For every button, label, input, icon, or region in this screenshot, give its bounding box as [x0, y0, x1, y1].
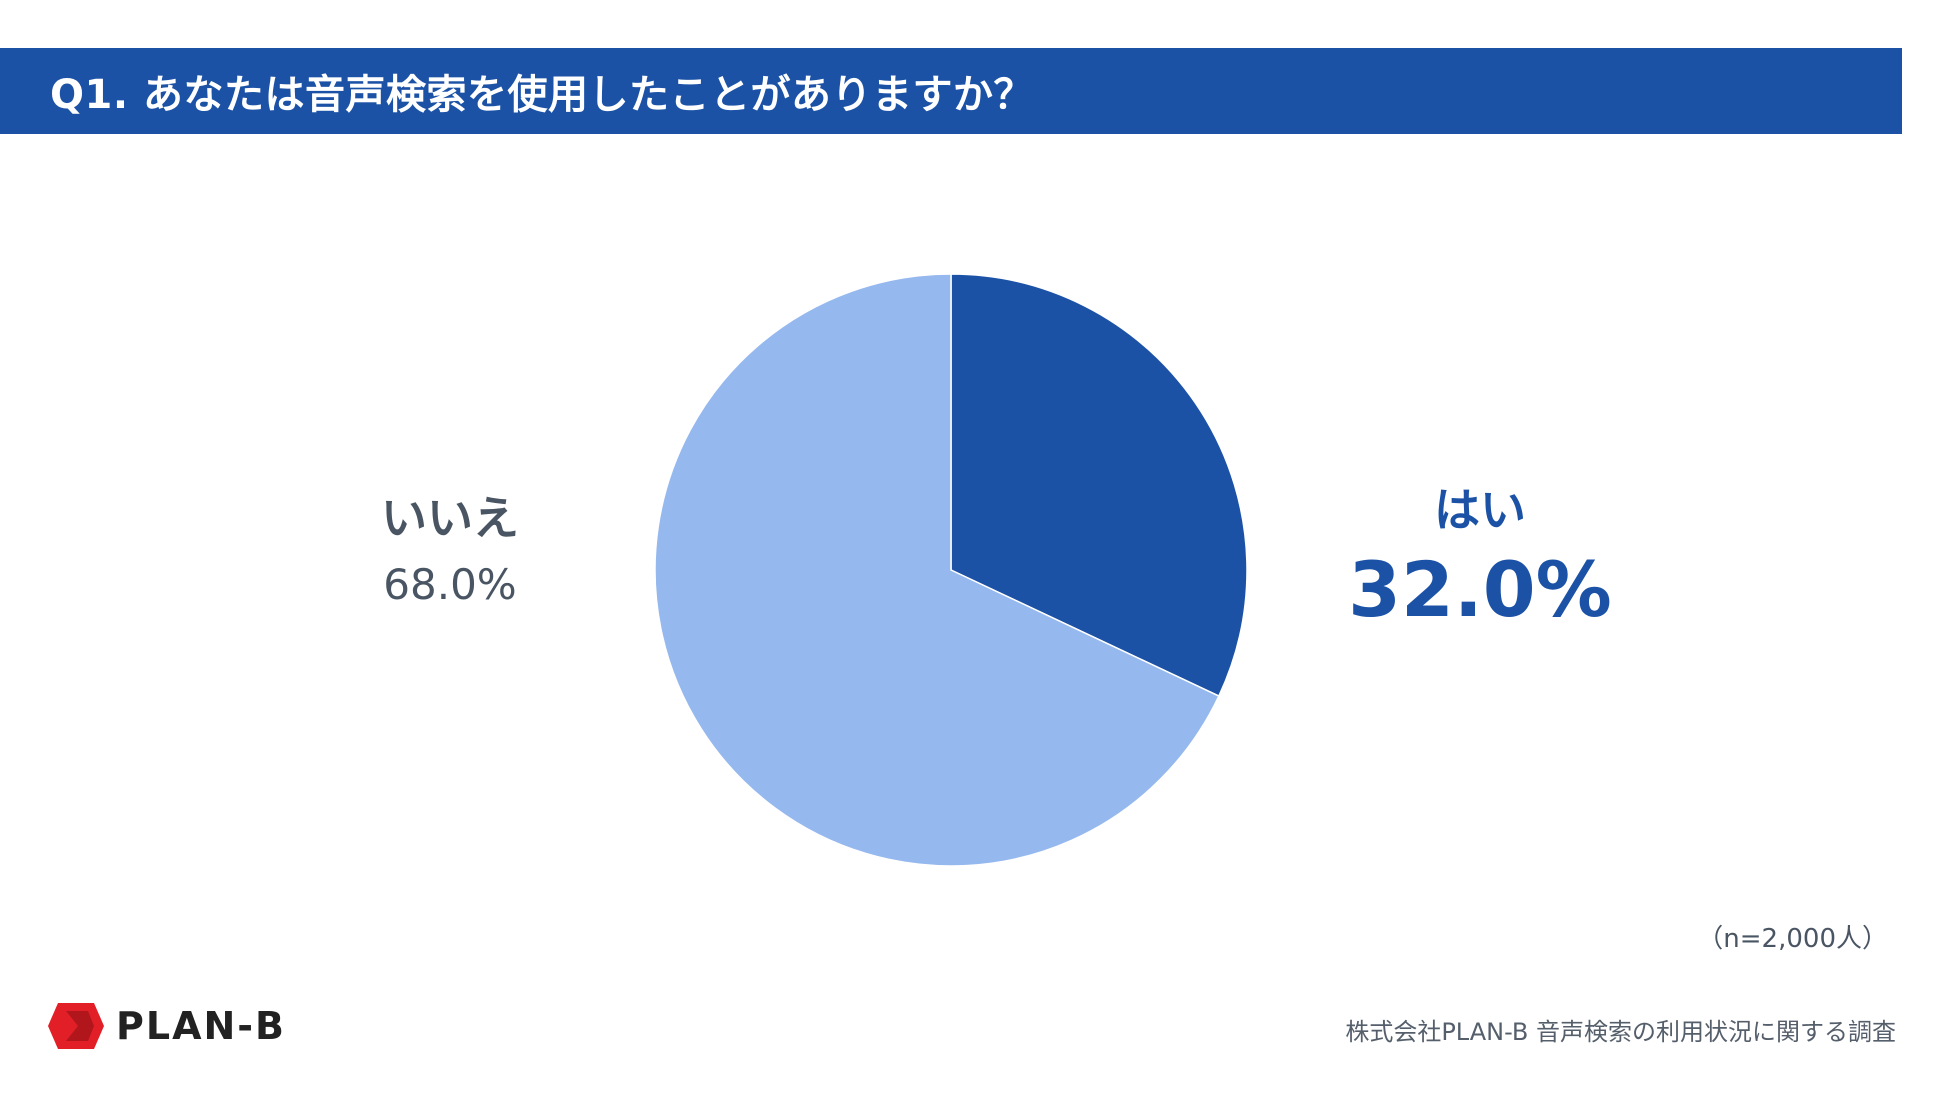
label-no-percent: 68.0% — [383, 560, 517, 609]
plan-b-logo-icon — [48, 1003, 104, 1049]
logo-text: PLAN-B — [116, 1004, 287, 1048]
label-no-name: いいえ — [381, 491, 519, 545]
question-header: Q1. あなたは音声検索を使用したことがありますか？ — [0, 48, 1902, 134]
label-yes-name: はい — [1434, 483, 1526, 537]
sample-size: （n=2,000人） — [1697, 924, 1888, 954]
label-yes-percent: 32.0% — [1348, 545, 1612, 634]
question-title: Q1. あなたは音声検索を使用したことがありますか？ — [50, 72, 1034, 118]
pie-slice-no — [654, 273, 1220, 867]
label-yes: はい 32.0% — [1330, 482, 1630, 638]
pie-slice-yes — [950, 273, 1248, 698]
source-note: 株式会社PLAN-B 音声検索の利用状況に関する調査 — [1345, 1018, 1896, 1046]
label-no: いいえ 68.0% — [330, 490, 570, 616]
